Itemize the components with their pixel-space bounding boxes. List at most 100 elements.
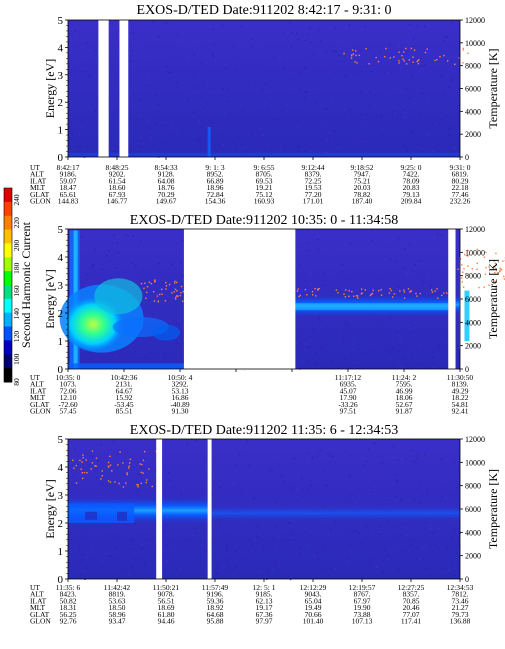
ephemeris-value: 72.84	[207, 190, 224, 199]
ephemeris-value: 72.25	[305, 176, 322, 185]
ephemeris-value: 8357.	[403, 590, 420, 599]
temperature-point	[154, 280, 156, 283]
ephemeris-value: 2131.	[116, 380, 133, 389]
ephemeris-value: 59.36	[207, 596, 224, 605]
temperature-point	[446, 292, 448, 294]
temperature-point	[122, 486, 125, 488]
y-right-tick-label: 10000	[465, 458, 485, 467]
data-gap	[156, 438, 163, 580]
temperature-point	[181, 300, 184, 303]
ephemeris-value: 53.13	[172, 386, 189, 395]
spectrogram-features	[68, 126, 460, 157]
temperature-point	[467, 274, 469, 277]
temperature-point	[312, 294, 314, 296]
temperature-point	[79, 459, 81, 462]
temperature-point	[462, 49, 464, 51]
temperature-point	[82, 457, 84, 459]
temperature-points	[72, 450, 158, 488]
temperature-point	[403, 297, 406, 299]
temperature-point	[343, 293, 345, 295]
ephemeris-value: 17.90	[340, 393, 357, 402]
ephemeris-value: 56.51	[158, 596, 175, 605]
temperature-point	[140, 471, 143, 474]
ephemeris-value: 92.41	[452, 407, 469, 416]
temperature-point	[179, 294, 181, 297]
colorbar: 240 220 200 180 160 140 120 100 80 Second Harmoni…	[3, 187, 33, 386]
temperature-point	[358, 54, 360, 57]
temperature-point	[416, 60, 418, 63]
temperature-point	[417, 60, 419, 62]
temperature-point	[156, 295, 159, 297]
ephemeris-value: 79.73	[452, 610, 469, 619]
temperature-point	[391, 296, 394, 298]
spectrogram-texture	[68, 20, 456, 158]
temperature-point	[467, 249, 469, 252]
temperature-point	[142, 459, 145, 462]
temperature-point	[81, 472, 83, 474]
temperature-point	[145, 481, 147, 484]
temperature-point	[144, 450, 146, 453]
temperature-point	[493, 260, 495, 262]
temperature-point	[413, 49, 416, 51]
temperature-point	[499, 269, 501, 272]
ephemeris-value: 146.77	[107, 197, 128, 206]
ephemeris-value: 64.67	[116, 386, 133, 395]
temperature-point	[398, 60, 400, 62]
ephemeris-value: 9: 1: 3	[205, 163, 224, 172]
temperature-point	[118, 482, 120, 485]
temperature-point	[148, 468, 150, 470]
ephemeris-value: 18.76	[158, 183, 175, 192]
ephemeris-value: 61.54	[109, 176, 126, 185]
colorbar-frame	[3, 187, 13, 383]
temperature-point	[503, 275, 505, 278]
temperature-point	[111, 470, 113, 472]
temperature-point	[393, 56, 395, 58]
ephemeris-value: 94.46	[158, 617, 175, 626]
temperature-point	[462, 47, 465, 50]
temperature-point	[389, 57, 391, 59]
ephemeris-value: 56.25	[60, 610, 77, 619]
data-gap	[448, 228, 456, 370]
temperature-point	[408, 59, 410, 61]
temperature-point	[483, 256, 486, 258]
temperature-point	[75, 482, 78, 484]
y-tick-label: 4	[58, 42, 64, 54]
y-right-tick-label: 0	[465, 365, 469, 374]
ephemeris-value: 93.47	[109, 617, 126, 626]
ephemeris-value: 9185.	[256, 590, 273, 599]
temperature-point	[439, 55, 441, 58]
ephemeris-value: 97.51	[340, 407, 357, 416]
ephemeris-value: 80.29	[452, 176, 469, 185]
temperature-point	[443, 292, 445, 294]
temperature-point	[343, 52, 345, 55]
colorbar-swatch	[4, 201, 12, 217]
ephemeris-value: 65.04	[305, 596, 322, 605]
temperature-point	[402, 58, 404, 60]
temperature-point	[136, 484, 138, 486]
temperature-point	[499, 270, 501, 273]
ephemeris-row-label: ALT	[30, 170, 44, 179]
temperature-point	[348, 295, 350, 298]
temperature-point	[101, 475, 103, 477]
temperature-point	[80, 468, 82, 470]
ephemeris-value: -53.45	[114, 400, 134, 409]
y-right-tick-label: 0	[465, 153, 469, 162]
ephemeris-value: 18.47	[60, 183, 77, 192]
ephemeris-value: 11:50:21	[153, 583, 180, 592]
temperature-point	[502, 260, 504, 262]
temperature-point	[95, 465, 97, 467]
temperature-point	[372, 289, 374, 292]
ephemeris-row-label: ILAT	[30, 386, 47, 395]
colorbar-tick-label: 240	[12, 194, 21, 206]
ephemeris-value: 18.92	[207, 603, 224, 612]
ephemeris-value: 61.80	[158, 610, 175, 619]
ephemeris-value: 11:30:50	[447, 373, 474, 382]
temperature-point	[101, 470, 103, 472]
temperature-point	[126, 472, 128, 474]
temperature-point	[503, 278, 505, 280]
y-right-tick-label: 12000	[465, 16, 485, 25]
data-gap	[183, 228, 296, 370]
ephemeris-value: 66.89	[207, 176, 224, 185]
temperature-point	[148, 281, 151, 283]
